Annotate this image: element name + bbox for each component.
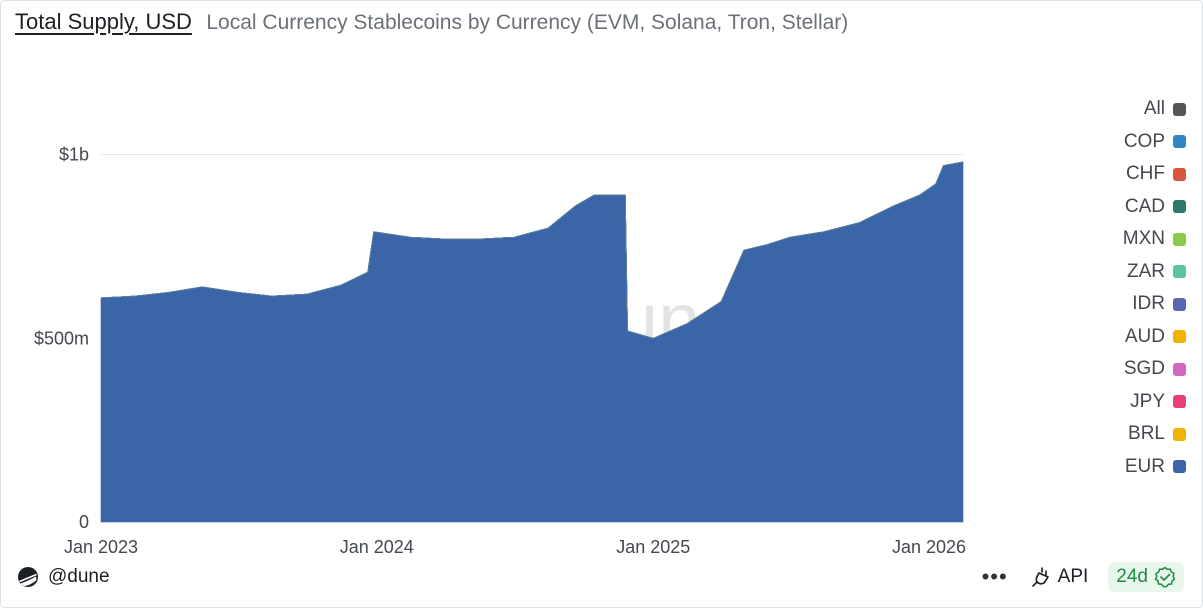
legend-swatch [1173,200,1186,214]
legend-swatch [1173,427,1186,441]
x-tick-label: Jan 2025 [616,537,690,557]
dune-handle: @dune [48,566,110,587]
x-tick-label: Jan 2024 [340,537,414,557]
y-tick-label: 0 [79,512,89,532]
legend-swatch [1173,460,1186,474]
legend-label: MXN [1122,228,1165,250]
legend-label: IDR [1132,293,1165,315]
legend-swatch [1173,395,1186,409]
legend-item-sgd[interactable]: SGD [1091,353,1186,386]
legend-item-cad[interactable]: CAD [1091,191,1186,224]
legend-label: SGD [1123,358,1165,380]
legend-swatch [1173,297,1186,311]
legend-swatch [1173,102,1186,116]
legend-item-all[interactable]: All [1091,93,1186,126]
legend-swatch [1173,232,1186,246]
legend-label: CHF [1125,163,1165,185]
legend-swatch [1173,265,1186,279]
more-options-button[interactable]: ••• [981,564,1008,589]
chart-legend: All COP CHF CAD MXN ZAR IDR AUD SGD JPY BRL EUR [1091,93,1186,483]
legend-label: ZAR [1127,260,1165,282]
legend-item-aud[interactable]: AUD [1091,321,1186,354]
legend-swatch [1173,362,1186,376]
legend-item-eur[interactable]: EUR [1091,451,1186,484]
tab-total-supply[interactable]: Total Supply, USD [15,9,192,34]
legend-item-brl[interactable]: BRL [1091,418,1186,451]
legend-label: EUR [1124,455,1165,477]
footer-actions: ••• API 24d [982,562,1184,592]
legend-swatch [1173,135,1186,149]
legend-item-jpy[interactable]: JPY [1091,386,1186,419]
legend-label: JPY [1130,390,1165,412]
legend-item-zar[interactable]: ZAR [1091,256,1186,289]
legend-label: All [1143,98,1165,120]
footer-brand[interactable]: @dune [17,566,110,588]
data-age-label: 24d [1116,566,1148,587]
verified-check-icon [1154,566,1176,588]
legend-swatch [1173,330,1186,344]
chart-header: Total Supply, USD Local Currency Stablec… [15,9,848,35]
api-button[interactable]: API [1030,566,1089,588]
x-tick-label: Jan 2026 [892,537,966,557]
area-series-cop [100,161,964,339]
legend-label: COP [1123,130,1165,152]
legend-item-chf[interactable]: CHF [1091,158,1186,191]
legend-label: CAD [1124,195,1165,217]
legend-item-cop[interactable]: COP [1091,126,1186,159]
legend-label: AUD [1124,325,1165,347]
y-tick-label: $1b [59,145,89,165]
area-series-eur [100,161,964,523]
dune-logo-icon [18,567,38,587]
legend-item-mxn[interactable]: MXN [1091,223,1186,256]
y-tick-label: $500m [34,328,89,348]
legend-item-idr[interactable]: IDR [1091,288,1186,321]
legend-label: BRL [1128,423,1165,445]
plug-icon [1031,567,1049,587]
data-age-badge[interactable]: 24d [1108,562,1184,592]
legend-swatch [1173,167,1186,181]
chart-title: Local Currency Stablecoins by Currency (… [206,11,849,34]
api-label: API [1057,566,1089,587]
x-tick-label: Jan 2023 [64,537,138,557]
